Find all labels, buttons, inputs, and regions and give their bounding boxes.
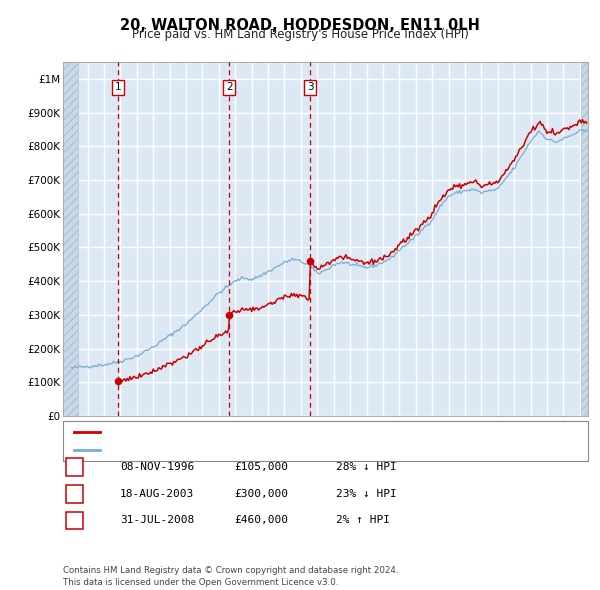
Text: 1: 1 xyxy=(71,463,78,472)
Text: £460,000: £460,000 xyxy=(234,516,288,525)
Text: 08-NOV-1996: 08-NOV-1996 xyxy=(120,463,194,472)
Text: 2% ↑ HPI: 2% ↑ HPI xyxy=(336,516,390,525)
Text: 28% ↓ HPI: 28% ↓ HPI xyxy=(336,463,397,472)
Text: £300,000: £300,000 xyxy=(234,489,288,499)
Text: £105,000: £105,000 xyxy=(234,463,288,472)
Text: 3: 3 xyxy=(307,82,314,92)
Text: 18-AUG-2003: 18-AUG-2003 xyxy=(120,489,194,499)
Text: 2: 2 xyxy=(226,82,233,92)
Text: 2: 2 xyxy=(71,489,78,499)
Text: HPI: Average price, detached house, Broxbourne: HPI: Average price, detached house, Brox… xyxy=(106,445,359,455)
Text: Contains HM Land Registry data © Crown copyright and database right 2024.
This d: Contains HM Land Registry data © Crown c… xyxy=(63,566,398,587)
Text: 20, WALTON ROAD, HODDESDON, EN11 0LH: 20, WALTON ROAD, HODDESDON, EN11 0LH xyxy=(120,18,480,32)
Bar xyxy=(581,62,588,416)
Text: 31-JUL-2008: 31-JUL-2008 xyxy=(120,516,194,525)
Text: 23% ↓ HPI: 23% ↓ HPI xyxy=(336,489,397,499)
Text: 20, WALTON ROAD, HODDESDON, EN11 0LH (detached house): 20, WALTON ROAD, HODDESDON, EN11 0LH (de… xyxy=(106,428,431,438)
Bar xyxy=(63,62,78,416)
Text: 3: 3 xyxy=(71,516,78,525)
Text: 1: 1 xyxy=(115,82,121,92)
Text: Price paid vs. HM Land Registry's House Price Index (HPI): Price paid vs. HM Land Registry's House … xyxy=(131,28,469,41)
